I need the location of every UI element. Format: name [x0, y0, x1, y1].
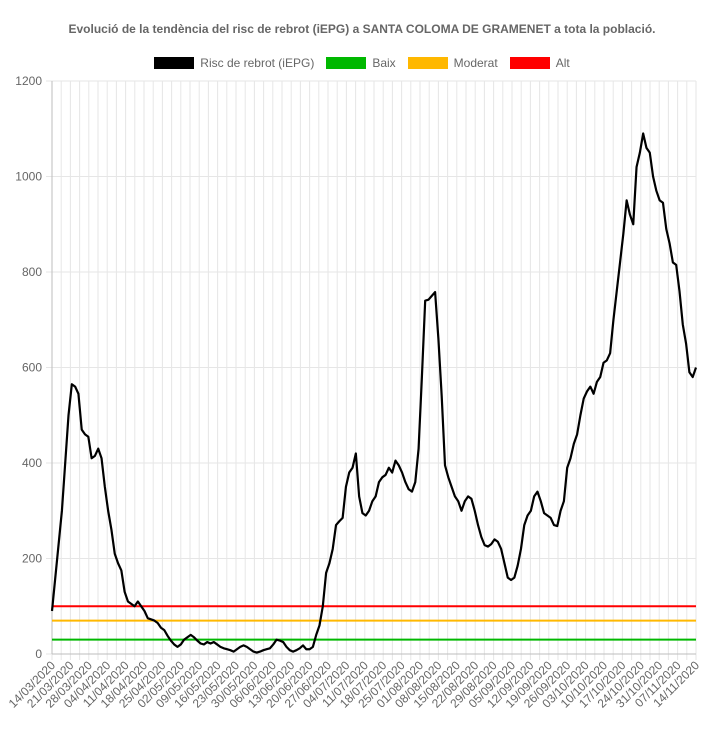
legend-item-baix[interactable]: Baix	[326, 56, 396, 70]
y-axis-tick-labels: 0 200 400 600 800 1000 1200	[15, 74, 42, 661]
chart-title: Evolució de la tendència del risc de reb…	[68, 22, 656, 36]
legend-swatch-risc	[154, 57, 195, 69]
y-tick-label: 600	[22, 361, 42, 375]
y-tick-label: 1000	[15, 170, 42, 184]
y-tick-label: 200	[22, 552, 42, 566]
chart-grid	[46, 80, 697, 660]
legend-item-moderat[interactable]: Moderat	[407, 56, 498, 70]
y-tick-label: 0	[35, 647, 42, 661]
legend-label-moderat: Moderat	[453, 56, 498, 70]
series-line-risc-de-rebrot	[50, 132, 698, 654]
legend-item-risc[interactable]: Risc de rebrot (iEPG)	[154, 56, 314, 70]
threshold-lines	[52, 605, 696, 641]
y-tick-label: 800	[22, 265, 42, 279]
legend-swatch-moderat	[407, 57, 448, 69]
legend-swatch-alt	[509, 57, 550, 69]
legend-item-alt[interactable]: Alt	[509, 56, 570, 70]
x-axis-tick-labels: 14/03/202021/03/202028/03/202004/04/2020…	[6, 658, 703, 711]
series-lines	[50, 132, 698, 654]
legend-swatch-baix	[326, 57, 367, 69]
legend-label-baix: Baix	[372, 56, 396, 70]
legend: Risc de rebrot (iEPG) Baix Moderat Alt	[0, 56, 724, 70]
y-tick-label: 1200	[15, 74, 42, 88]
legend-label-alt: Alt	[555, 56, 570, 70]
y-tick-label: 400	[22, 456, 42, 470]
chart-axes	[51, 81, 696, 655]
legend-label-risc: Risc de rebrot (iEPG)	[200, 56, 315, 70]
